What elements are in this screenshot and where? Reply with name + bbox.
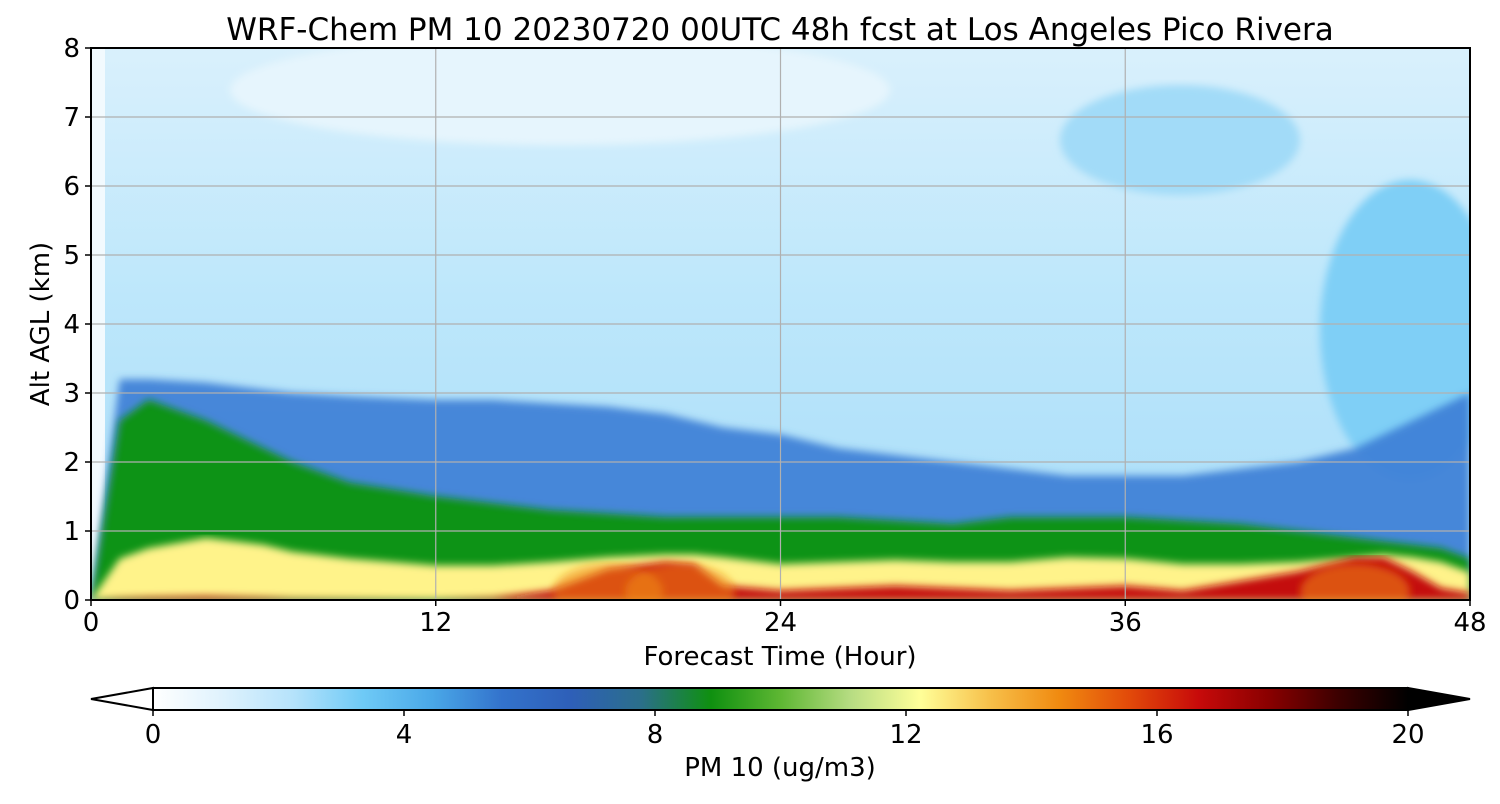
colorbar-max-extension <box>1407 686 1471 712</box>
y-tick-label: 2 <box>63 448 80 478</box>
colorbar-label: PM 10 (ug/m3) <box>684 753 876 783</box>
y-tick-label: 4 <box>63 310 80 340</box>
x-tick-label: 12 <box>419 608 452 638</box>
x-tick-label: 36 <box>1109 608 1142 638</box>
y-tick-label: 6 <box>63 172 80 202</box>
y-tick-label: 3 <box>63 379 80 409</box>
y-tick-label: 1 <box>63 517 80 547</box>
x-axis: 0 12 24 36 48 <box>83 600 1487 638</box>
colorbar-tick-label: 8 <box>647 720 664 750</box>
colorbar: 0 4 8 12 16 20 PM 10 (ug/m3) <box>90 686 1471 783</box>
y-axis: 0 1 2 3 4 5 6 7 8 <box>63 34 91 616</box>
x-axis-label: Forecast Time (Hour) <box>643 642 916 672</box>
x-tick-label: 0 <box>83 608 100 638</box>
colorbar-tick-label: 12 <box>889 720 922 750</box>
colorbar-tick-label: 4 <box>396 720 413 750</box>
right-sky-patch <box>1060 85 1300 195</box>
orange-core-patch <box>624 563 735 600</box>
y-tick-label: 5 <box>63 241 80 271</box>
colorbar-tick-label: 16 <box>1140 720 1173 750</box>
colorbar-min-extension <box>90 686 154 712</box>
upper-light-patch <box>230 48 890 145</box>
y-axis-label: Alt AGL (km) <box>26 242 56 406</box>
plot-area <box>91 48 1470 600</box>
colorbar-tick-label: 0 <box>145 720 162 750</box>
orange-core-patch <box>1300 563 1411 600</box>
colorbar-strip <box>152 687 1409 711</box>
y-tick-label: 0 <box>63 586 80 616</box>
colorbar-tick-label: 20 <box>1391 720 1424 750</box>
x-tick-label: 24 <box>764 608 797 638</box>
y-tick-label: 8 <box>63 34 80 64</box>
colorbar-ticks: 0 4 8 12 16 20 <box>145 710 1425 750</box>
y-tick-label: 7 <box>63 103 80 133</box>
chart-title: WRF-Chem PM 10 20230720 00UTC 48h fcst a… <box>226 12 1333 48</box>
grid-lines <box>91 48 1470 600</box>
x-tick-label: 48 <box>1453 608 1486 638</box>
